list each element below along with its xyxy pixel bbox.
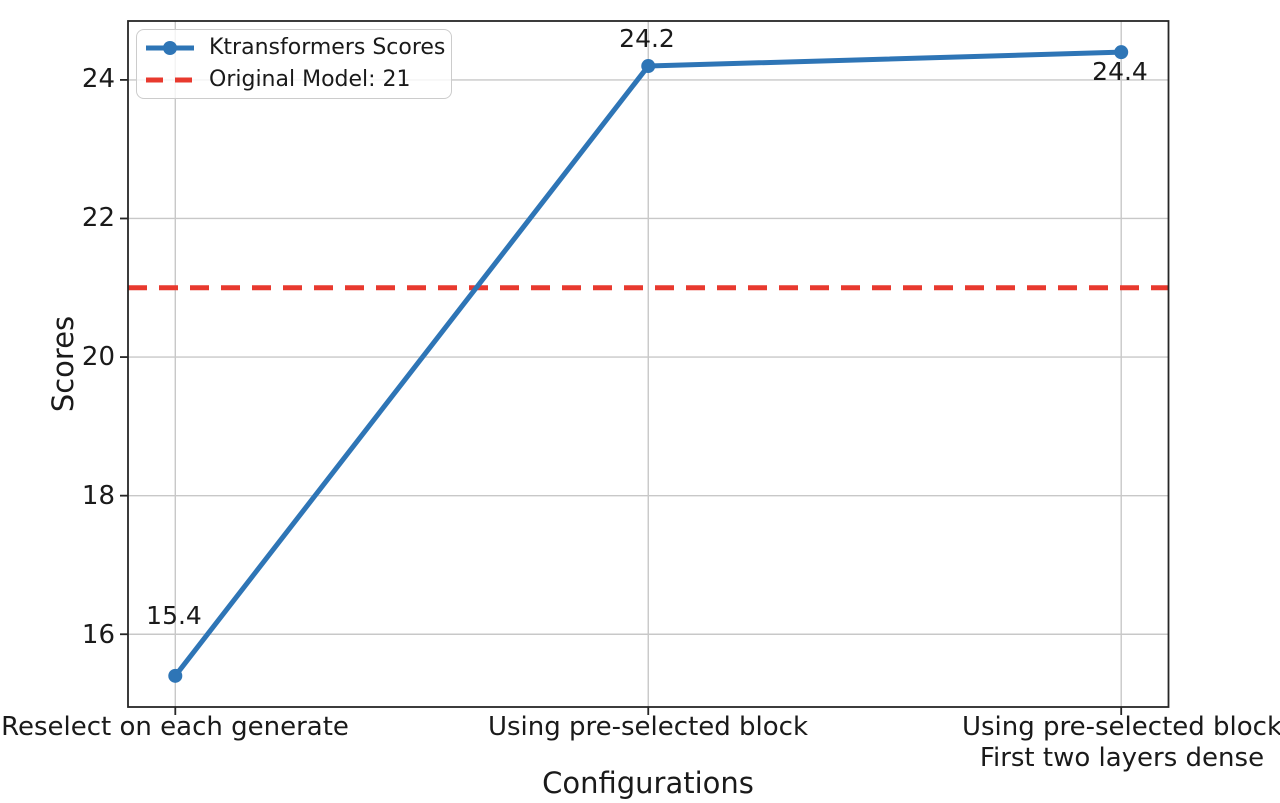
y-tick-label: 24 [81,64,115,94]
y-tick-label: 20 [81,342,115,372]
x-tick-line: Using pre-selected block [487,712,809,742]
legend-item-series: Ktransformers Scores [145,34,446,62]
point-label-2: 24.2 [619,24,675,53]
y-tick-label: 22 [81,203,115,233]
x-tick-label: Reselect on each generate [1,712,349,743]
legend-label: Original Model: 21 [209,67,411,93]
legend: Ktransformers Scores Original Model: 21 [136,29,452,99]
point-label-1: 15.4 [146,601,202,630]
y-tick-label: 18 [81,481,115,511]
y-axis-label: Scores [46,315,80,413]
y-tick-label: 16 [81,620,115,650]
point-label-3: 24.4 [1092,57,1148,86]
x-tick-label: Using pre-selected block [488,712,808,743]
legend-dashed-line-icon [146,77,194,83]
x-tick-line: First two layers dense [979,743,1265,773]
x-tick-label: Using pre-selected block First two layer… [962,712,1280,774]
x-axis-label: Configurations [542,766,754,800]
x-tick-line: Using pre-selected block [961,712,1280,742]
x-tick-line: Reselect on each generate [1,712,349,742]
legend-label: Ktransformers Scores [209,34,446,60]
legend-line-marker-icon [146,40,194,55]
legend-item-reference: Original Model: 21 [145,67,443,95]
